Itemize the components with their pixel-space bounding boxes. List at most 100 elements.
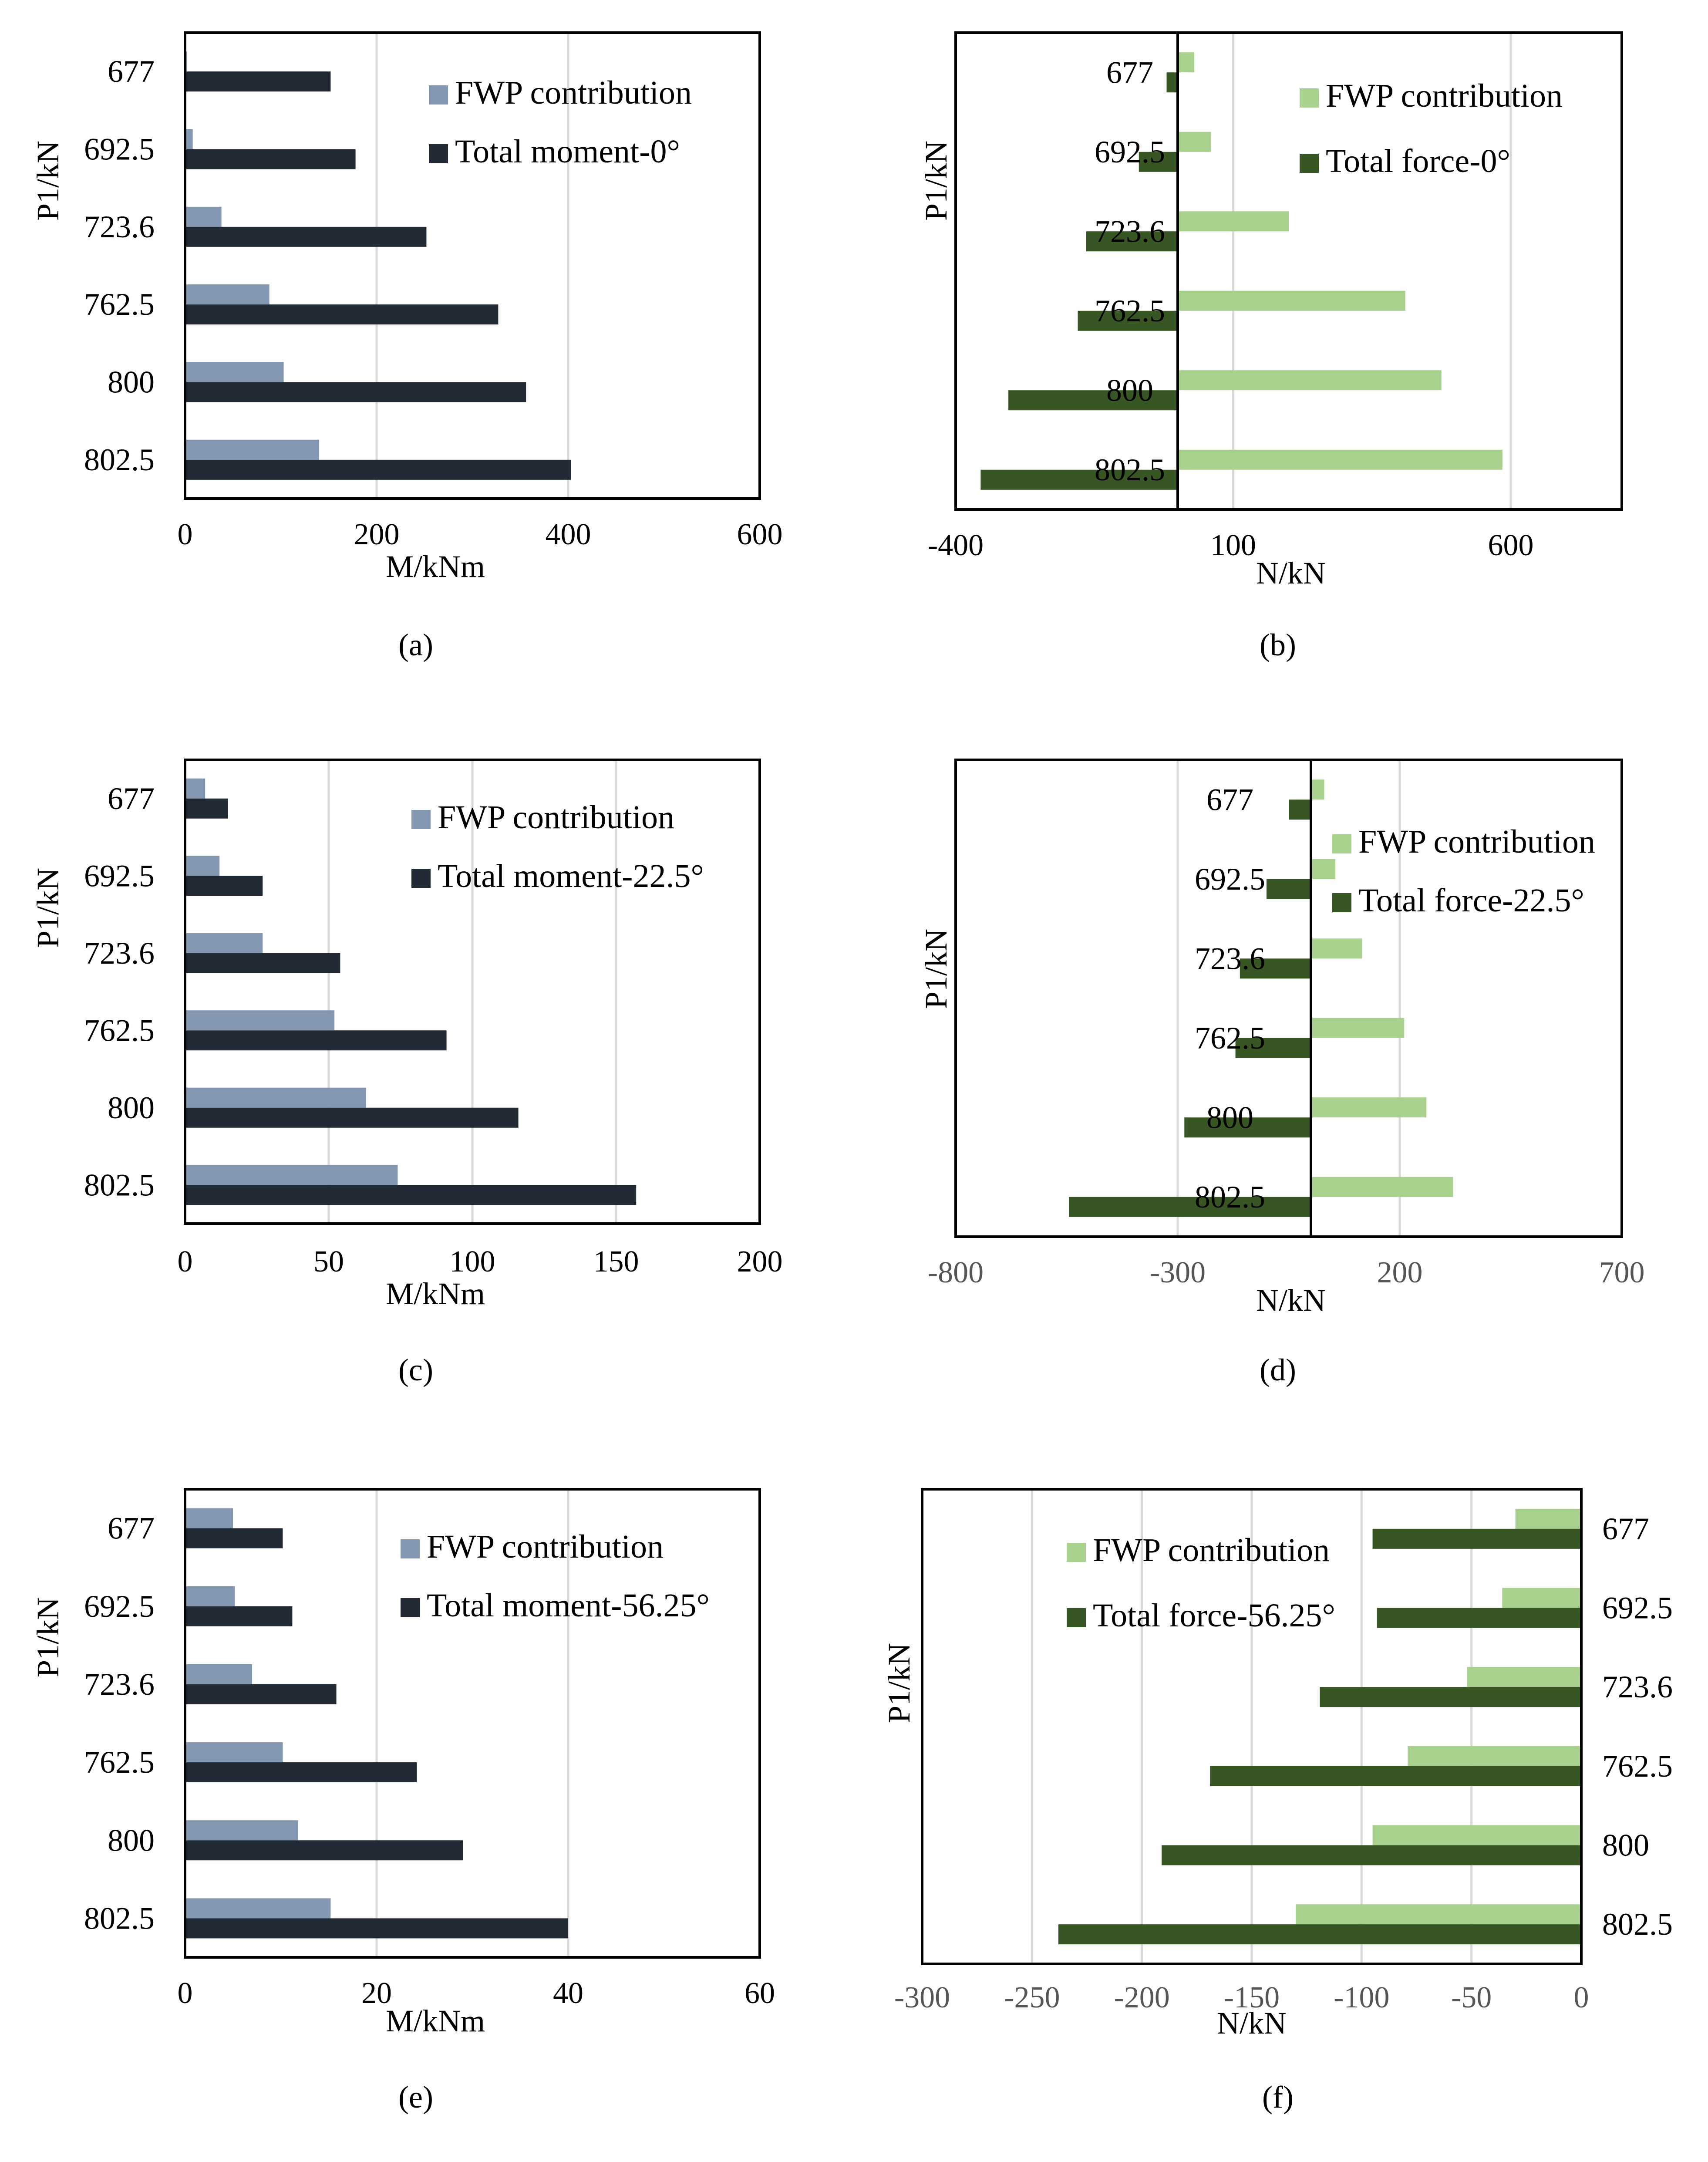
category-label: 692.5 xyxy=(84,1589,155,1624)
legend-swatch xyxy=(401,1539,420,1558)
total-bar-723.6 xyxy=(185,1684,337,1704)
x-axis-title: M/kNm xyxy=(386,1276,485,1311)
fwp-bar-802.5 xyxy=(1311,1177,1453,1197)
total-bar-692.5 xyxy=(1377,1608,1581,1628)
x-tick-label: 400 xyxy=(546,518,591,551)
x-tick-label: -300 xyxy=(1150,1256,1206,1289)
category-label: 802.5 xyxy=(1095,452,1165,487)
y-axis-title: P1/kN xyxy=(919,141,953,221)
x-tick-label: 200 xyxy=(354,518,400,551)
chart-f: 677 692.5 723.6 762.5 800 802.5 -300 -250 -200 -1… xyxy=(882,1488,1673,2115)
fwp-bar-723.6 xyxy=(1178,211,1289,232)
total-bar-762.5 xyxy=(185,1762,417,1783)
x-tick-label: 200 xyxy=(737,1245,783,1278)
x-tick-label: 100 xyxy=(450,1245,495,1278)
fwp-bar-762.5 xyxy=(185,1742,283,1763)
category-label: 762.5 xyxy=(1095,293,1165,328)
category-label: 723.6 xyxy=(84,1667,155,1702)
x-tick-label: 0 xyxy=(178,1245,193,1278)
fwp-bar-723.6 xyxy=(185,933,263,953)
total-bar-800 xyxy=(1008,390,1178,411)
legend-label: Total force-56.25° xyxy=(1093,1597,1335,1634)
total-bar-692.5 xyxy=(1267,879,1311,899)
total-bar-723.6 xyxy=(1086,231,1178,252)
legend-swatch xyxy=(1067,1543,1086,1562)
y-axis-title: P1/kN xyxy=(30,868,65,948)
legend-swatch xyxy=(429,85,448,105)
x-tick-label: -400 xyxy=(928,529,984,562)
total-bar-800 xyxy=(185,382,526,402)
plot-frame xyxy=(954,759,1623,1238)
total-bar-762.5 xyxy=(1235,1038,1311,1058)
fwp-bar-762.5 xyxy=(185,284,270,305)
fwp-bar-802.5 xyxy=(1178,449,1503,470)
total-bar-800 xyxy=(185,1840,463,1861)
fwp-bar-677 xyxy=(185,1508,233,1528)
category-label: 762.5 xyxy=(1602,1749,1673,1784)
category-label: 802.5 xyxy=(84,1167,155,1202)
x-tick-label: -150 xyxy=(1224,1981,1280,2014)
category-label: 692.5 xyxy=(84,858,155,893)
total-bar-802.5 xyxy=(185,459,571,480)
category-label: 723.6 xyxy=(1095,214,1165,249)
total-bar-802.5 xyxy=(185,1918,568,1939)
fwp-bar-800 xyxy=(1311,1097,1427,1118)
category-label: 802.5 xyxy=(84,1901,155,1936)
category-label: 800 xyxy=(108,1090,155,1125)
plot-frame xyxy=(184,759,761,1225)
legend-swatch xyxy=(1067,1608,1086,1627)
fwp-bar-800 xyxy=(185,362,284,382)
subcaption: (e) xyxy=(398,2080,433,2115)
y-axis-title: P1/kN xyxy=(30,1597,65,1677)
x-axis-title: N/kN xyxy=(1256,1283,1326,1318)
category-label: 800 xyxy=(108,1823,155,1858)
total-bar-723.6 xyxy=(1240,958,1311,979)
legend-swatch xyxy=(401,1598,420,1617)
x-tick-label: 0 xyxy=(178,518,193,551)
x-axis-title: M/kNm xyxy=(386,549,485,584)
legend-swatch xyxy=(429,144,448,163)
fwp-bar-723.6 xyxy=(185,1664,252,1684)
category-label: 677 xyxy=(108,54,155,89)
subcaption: (b) xyxy=(1260,627,1296,662)
subcaption: (f) xyxy=(1262,2080,1294,2115)
legend-swatch xyxy=(1300,154,1319,173)
category-label: 762.5 xyxy=(84,1013,155,1048)
category-label: 800 xyxy=(108,365,155,400)
x-tick-label: -300 xyxy=(894,1981,950,2014)
legend-swatch xyxy=(1332,893,1351,912)
fwp-bar-762.5 xyxy=(1408,1746,1581,1766)
fwp-bar-762.5 xyxy=(185,1010,335,1031)
x-tick-label: -800 xyxy=(928,1256,984,1289)
total-bar-677 xyxy=(1166,72,1178,93)
total-bar-723.6 xyxy=(185,953,340,973)
category-label: 723.6 xyxy=(1602,1670,1673,1704)
fwp-bar-802.5 xyxy=(185,439,319,460)
chart-d: 677 692.5 723.6 762.5 800 802.5 -800 -300 200 700… xyxy=(919,759,1645,1387)
total-bar-800 xyxy=(185,1107,519,1128)
legend-label: Total moment-0° xyxy=(455,133,680,170)
category-label: 692.5 xyxy=(1195,862,1265,897)
x-tick-label: 0 xyxy=(1574,1981,1589,2014)
fwp-bar-802.5 xyxy=(185,1165,398,1185)
fwp-bar-800 xyxy=(1178,370,1442,391)
total-bar-762.5 xyxy=(1210,1766,1581,1786)
x-tick-label: -250 xyxy=(1004,1981,1060,2014)
legend-label: FWP contribution xyxy=(427,1528,664,1565)
plot-frame xyxy=(184,31,761,500)
chart-c: 677 692.5 723.6 762.5 800 802.5 0 50 100 150 200 M/… xyxy=(30,759,783,1387)
fwp-bar-677 xyxy=(1178,52,1195,73)
category-label: 692.5 xyxy=(84,132,155,167)
legend-label: Total force-0° xyxy=(1326,143,1510,179)
plot-frame xyxy=(954,31,1623,511)
total-bar-723.6 xyxy=(1320,1687,1581,1707)
legend-label: FWP contribution xyxy=(1093,1532,1330,1568)
fwp-bar-762.5 xyxy=(1311,1018,1405,1038)
fwp-bar-800 xyxy=(1372,1825,1581,1845)
legend-label: Total moment-56.25° xyxy=(427,1587,710,1624)
legend-swatch xyxy=(1332,834,1351,853)
legend-swatch xyxy=(411,869,431,888)
category-label: 723.6 xyxy=(1195,941,1265,976)
